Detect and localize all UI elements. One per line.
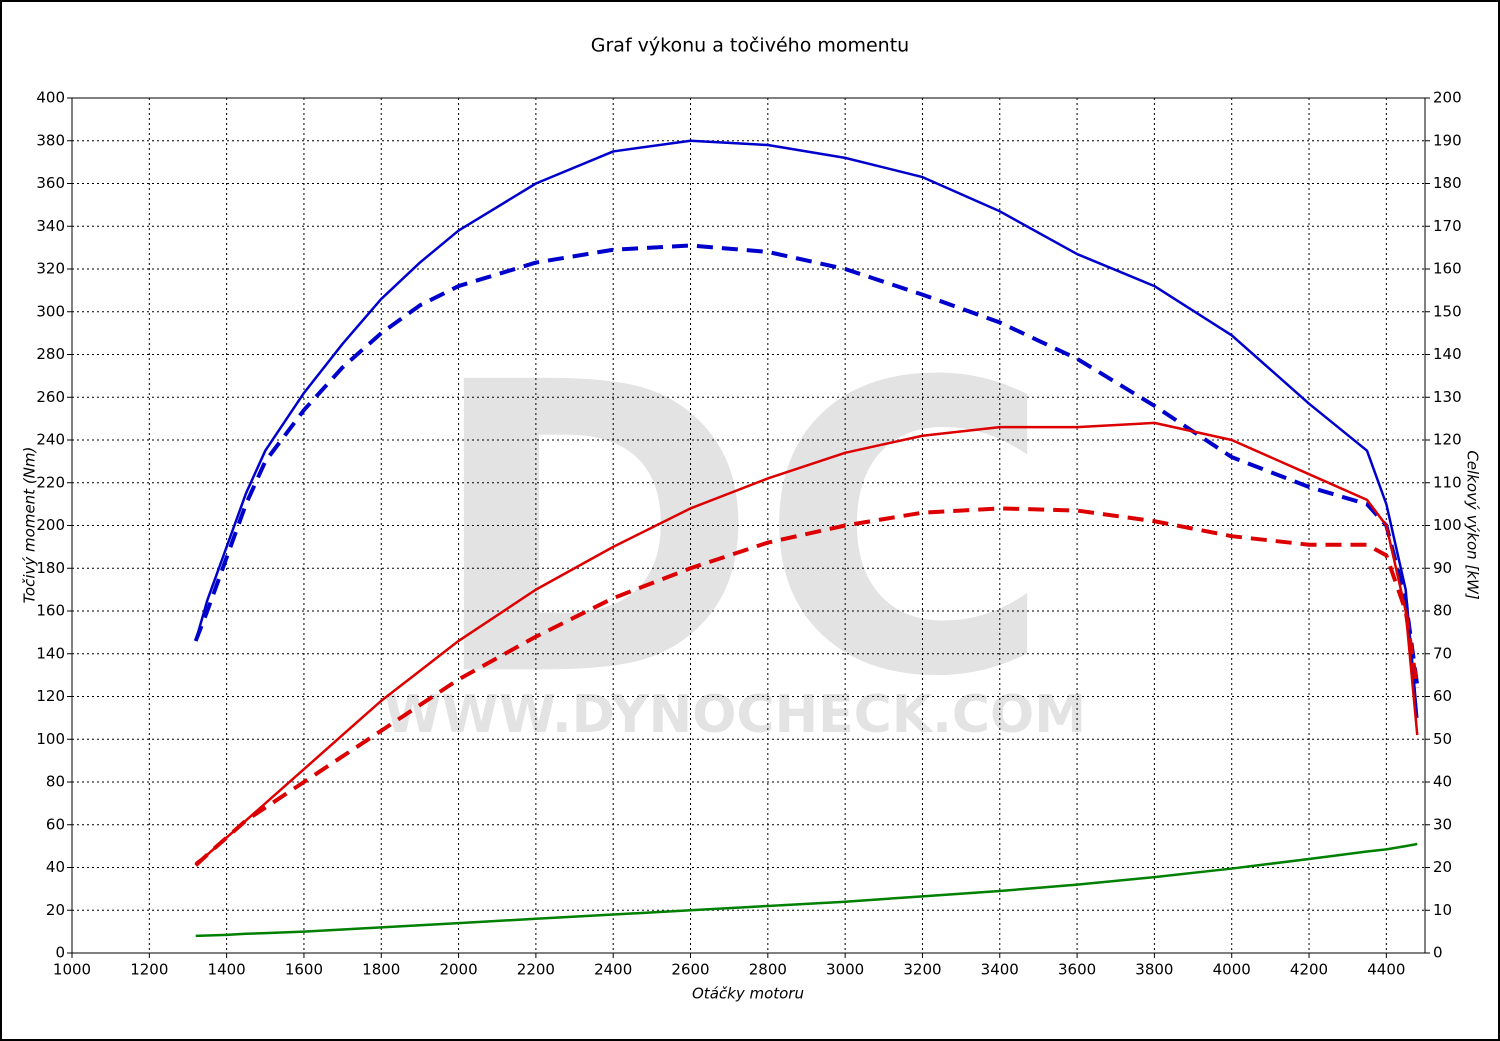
y2-tick-label: 150: [1433, 302, 1462, 320]
y-tick-label: 80: [46, 773, 65, 791]
y-tick-label: 160: [36, 602, 65, 620]
x-tick-label: 4000: [1213, 961, 1251, 979]
y2-axis-label: Celkový výkon [kW]: [1464, 450, 1482, 600]
y2-tick-label: 60: [1433, 687, 1452, 705]
x-tick-label: 2400: [594, 961, 632, 979]
watermark-url: WWW.DYNOCHECK.COM: [384, 685, 1086, 745]
x-tick-label: 1000: [53, 961, 91, 979]
y2-tick-label: 20: [1433, 858, 1452, 876]
x-tick-label: 3200: [903, 961, 941, 979]
y-tick-label: 60: [46, 815, 65, 833]
x-tick-label: 1600: [285, 961, 323, 979]
x-tick-label: 4200: [1290, 961, 1328, 979]
y-tick-label: 300: [36, 302, 65, 320]
watermark-logo: DC: [427, 299, 1053, 764]
x-tick-label: 1400: [208, 961, 246, 979]
y-tick-label: 380: [36, 131, 65, 149]
y2-tick-label: 70: [1433, 644, 1452, 662]
series-line: [194, 506, 1420, 867]
y-tick-label: 320: [36, 260, 65, 278]
plot-border: [71, 97, 1426, 954]
y2-tick-label: 110: [1433, 473, 1462, 491]
x-tick-label: 2200: [517, 961, 555, 979]
y-tick-label: 100: [36, 730, 65, 748]
y2-tick-label: 180: [1433, 174, 1462, 192]
y-tick-label: 180: [36, 559, 65, 577]
x-tick-label: 3600: [1058, 961, 1096, 979]
series-line: [194, 139, 1419, 718]
y-tick-label: 400: [36, 89, 65, 107]
y2-tick-label: 100: [1433, 516, 1462, 534]
x-axis-label: Otáčky motoru: [692, 985, 804, 1003]
y2-tick-label: 120: [1433, 431, 1462, 449]
y2-tick-label: 170: [1433, 217, 1462, 235]
x-tick-label: 2000: [439, 961, 477, 979]
y-tick-label: 20: [46, 901, 65, 919]
y-tick-label: 280: [36, 345, 65, 363]
y-tick-label: 220: [36, 473, 65, 491]
y2-tick-label: 0: [1433, 944, 1443, 962]
x-tick-label: 2600: [671, 961, 709, 979]
series-line: [194, 421, 1419, 865]
y2-tick-label: 80: [1433, 602, 1452, 620]
y2-tick-label: 190: [1433, 131, 1462, 149]
y-tick-label: 360: [36, 174, 65, 192]
y2-tick-label: 90: [1433, 559, 1452, 577]
y2-tick-label: 140: [1433, 345, 1462, 363]
y2-tick-label: 130: [1433, 388, 1462, 406]
y-tick-label: 240: [36, 431, 65, 449]
y-tick-label: 40: [46, 858, 65, 876]
y-axis-label: Točivý moment (Nm): [21, 447, 39, 604]
x-tick-label: 3400: [981, 961, 1019, 979]
y2-tick-label: 30: [1433, 815, 1452, 833]
y2-tick-label: 40: [1433, 773, 1452, 791]
y-tick-label: 340: [36, 217, 65, 235]
y2-tick-label: 160: [1433, 260, 1462, 278]
y2-tick-label: 10: [1433, 901, 1452, 919]
x-tick-label: 3800: [1135, 961, 1173, 979]
y-tick-label: 0: [55, 944, 65, 962]
y2-tick-label: 50: [1433, 730, 1452, 748]
y-tick-label: 260: [36, 388, 65, 406]
series-line: [193, 243, 1420, 687]
y2-tick-label: 200: [1433, 89, 1462, 107]
x-tick-label: 1800: [362, 961, 400, 979]
y-tick-label: 140: [36, 644, 65, 662]
x-tick-label: 3000: [826, 961, 864, 979]
x-tick-label: 1200: [130, 961, 168, 979]
x-tick-label: 4400: [1367, 961, 1405, 979]
series-line: [195, 842, 1418, 938]
chart-title: Graf výkonu a točivého momentu: [591, 35, 909, 57]
y-tick-label: 120: [36, 687, 65, 705]
y-tick-label: 200: [36, 516, 65, 534]
x-tick-label: 2800: [749, 961, 787, 979]
